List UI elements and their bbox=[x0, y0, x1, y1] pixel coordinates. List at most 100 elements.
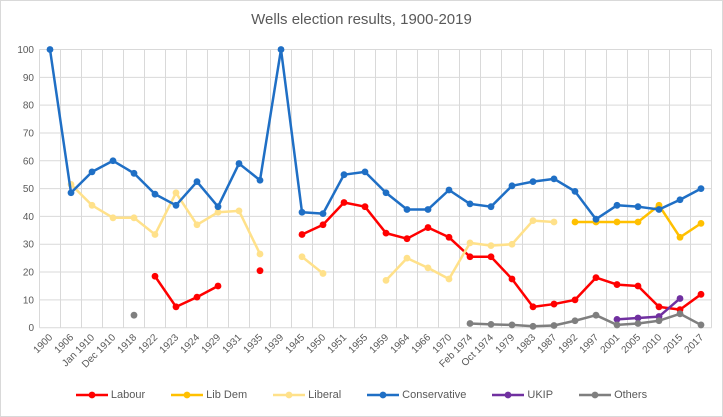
data-point-conservative bbox=[214, 203, 222, 211]
data-point-conservative bbox=[508, 182, 516, 190]
data-point-liberal bbox=[235, 207, 243, 215]
data-point-liberal bbox=[508, 240, 516, 248]
x-tick-label: 1987 bbox=[536, 332, 560, 356]
series-line-conservative bbox=[573, 190, 598, 221]
data-point-labour bbox=[424, 224, 432, 231]
data-point-liberal bbox=[130, 214, 138, 222]
data-point-labour bbox=[592, 274, 600, 282]
x-tick-label: 1983 bbox=[515, 332, 539, 356]
series-line-liberal bbox=[195, 210, 220, 227]
y-tick-label: 90 bbox=[23, 73, 35, 84]
data-point-liberal bbox=[193, 221, 201, 229]
data-point-liberal bbox=[466, 239, 474, 247]
x-tick-label: 2015 bbox=[662, 332, 686, 356]
data-point-liberal bbox=[445, 275, 453, 283]
series-line-conservative bbox=[468, 202, 493, 208]
series-line-conservative bbox=[174, 180, 199, 207]
series-line-conservative bbox=[300, 210, 325, 215]
series-line-labour bbox=[342, 201, 367, 208]
series-line-labour bbox=[426, 226, 451, 239]
data-point-labour bbox=[550, 300, 558, 308]
x-tick-label: 1929 bbox=[200, 332, 224, 356]
data-point-liberal bbox=[424, 264, 432, 272]
series-line-labour bbox=[552, 298, 577, 306]
data-point-ukip bbox=[613, 315, 621, 323]
data-point-others bbox=[466, 320, 474, 327]
data-point-others bbox=[508, 321, 516, 329]
data-point-others bbox=[676, 310, 684, 318]
x-tick-label: 1923 bbox=[158, 332, 182, 356]
data-point-liberal bbox=[529, 217, 537, 224]
chart-title: Wells election results, 1900-2019 bbox=[251, 11, 472, 28]
data-point-conservative bbox=[319, 210, 327, 218]
data-point-lib-dem bbox=[697, 219, 705, 227]
y-tick-label: 20 bbox=[23, 268, 35, 279]
x-tick-label: 1939 bbox=[263, 332, 287, 356]
data-point-labour bbox=[172, 303, 180, 311]
data-point-conservative bbox=[193, 178, 201, 186]
legend: Labour Lib Dem Liberal Conservative UKIP Othe… bbox=[1, 389, 722, 401]
legend-item-liberal: Liberal bbox=[273, 389, 341, 401]
x-tick-label: 1955 bbox=[347, 332, 371, 356]
data-point-conservative bbox=[466, 200, 474, 208]
data-point-conservative bbox=[130, 169, 138, 177]
data-point-conservative bbox=[655, 206, 663, 213]
series-line-lib-dem bbox=[678, 222, 703, 239]
x-tick-label: 1979 bbox=[494, 332, 518, 356]
data-point-conservative bbox=[382, 189, 390, 197]
data-point-conservative bbox=[172, 201, 180, 209]
data-point-liberal bbox=[256, 250, 264, 258]
data-point-others bbox=[529, 322, 537, 330]
x-tick-label: 1900 bbox=[32, 332, 56, 356]
series-line-conservative bbox=[48, 48, 73, 195]
series-line-conservative bbox=[216, 162, 241, 208]
series-line-others bbox=[552, 319, 577, 327]
data-point-conservative bbox=[88, 168, 96, 176]
data-point-liberal bbox=[109, 214, 117, 222]
series-line-conservative bbox=[384, 191, 409, 211]
data-point-lib-dem bbox=[634, 218, 642, 226]
data-point-others bbox=[655, 317, 663, 325]
data-point-liberal bbox=[151, 231, 159, 238]
x-tick-label: 1992 bbox=[557, 332, 581, 356]
data-point-labour bbox=[466, 253, 474, 261]
x-tick-label: 1959 bbox=[368, 332, 392, 356]
data-point-conservative bbox=[487, 203, 495, 211]
data-point-labour bbox=[613, 281, 621, 288]
data-point-conservative bbox=[697, 185, 705, 193]
series-line-labour bbox=[636, 284, 661, 309]
series-line-conservative bbox=[195, 180, 220, 208]
series-line-labour bbox=[531, 302, 556, 309]
data-point-others bbox=[550, 322, 558, 329]
x-tick-label: 2001 bbox=[599, 332, 623, 356]
data-point-liberal bbox=[550, 218, 558, 226]
legend-marker-conservative bbox=[367, 391, 400, 399]
data-point-conservative bbox=[445, 186, 453, 194]
series-line-conservative bbox=[426, 188, 451, 211]
x-tick-label: 1935 bbox=[242, 332, 266, 356]
series-line-conservative bbox=[342, 170, 367, 176]
legend-item-ukip: UKIP bbox=[492, 389, 553, 401]
series-line-labour bbox=[405, 226, 430, 240]
series-line-others bbox=[657, 312, 682, 322]
data-point-labour bbox=[529, 303, 537, 311]
x-tick-label: 2005 bbox=[620, 332, 644, 356]
series-line-others bbox=[468, 322, 493, 326]
legend-item-lib-dem: Lib Dem bbox=[171, 389, 247, 401]
y-tick-label: 100 bbox=[17, 45, 34, 56]
x-tick-label: 1918 bbox=[116, 332, 140, 356]
data-point-conservative bbox=[634, 203, 642, 211]
series-line-others bbox=[636, 319, 661, 325]
series-line-labour bbox=[174, 295, 199, 309]
y-tick-label: 50 bbox=[23, 184, 35, 195]
series-line-conservative bbox=[132, 172, 157, 196]
series-line-liberal bbox=[489, 242, 514, 247]
series-line-conservative bbox=[363, 170, 388, 195]
series-line-conservative bbox=[636, 205, 661, 211]
legend-label: Conservative bbox=[402, 389, 467, 401]
data-point-labour bbox=[403, 235, 411, 243]
series-line-conservative bbox=[90, 159, 115, 174]
series-line-conservative bbox=[657, 198, 682, 211]
data-point-conservative bbox=[361, 168, 369, 176]
